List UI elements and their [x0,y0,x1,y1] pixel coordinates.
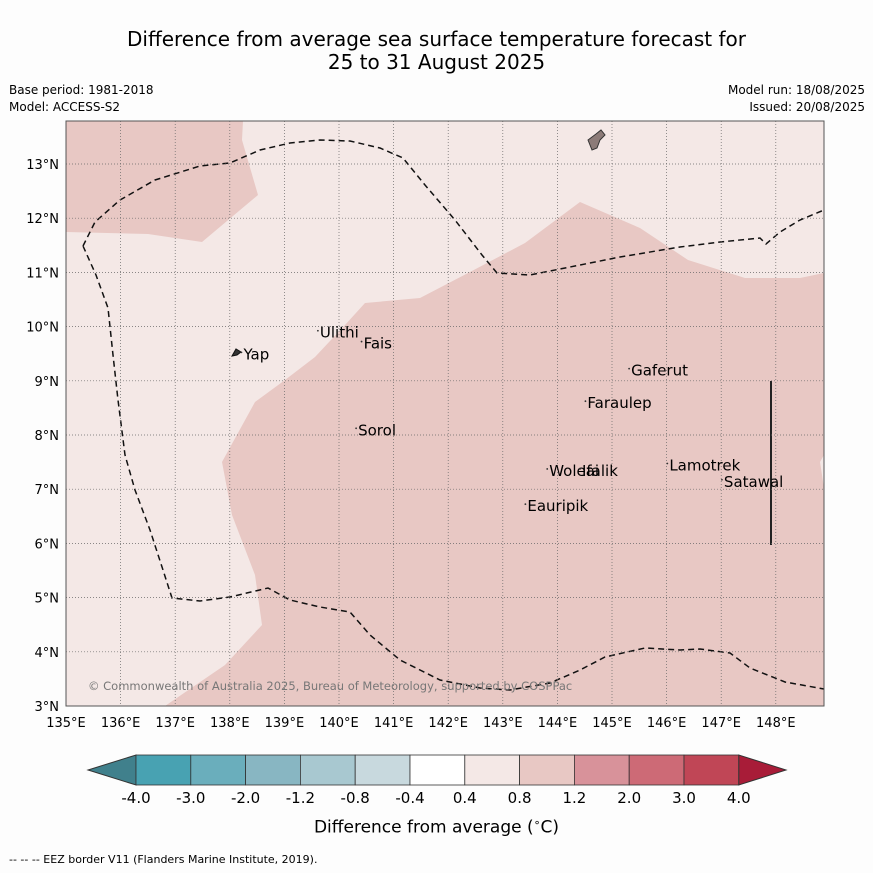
lon-tick-label: 136°E [101,716,141,731]
anomaly-region-main [165,202,824,706]
place-label: Eauripik [527,497,588,515]
lon-tick-label: 140°E [319,716,359,731]
colorbar-tick-label: -1.2 [286,789,315,807]
place-marker [721,478,723,481]
place-label: Woleai [549,462,599,480]
model-run: Model run: 18/08/2025 [727,83,865,97]
colorbar-label-text: Difference from average ( [313,817,534,838]
lon-tick-label: 139°E [265,716,305,731]
lon-tick-label: 147°E [701,716,741,731]
model-name: Model: ACCESS-S2 [9,100,121,114]
lat-tick-label: 3°N [35,700,60,715]
axis-ticks: 135°E 136°E 137°E 138°E 139°E 140°E 141°E 142°E… [26,158,795,731]
lat-tick-label: 4°N [35,646,60,661]
colorbar-tick-label: 1.2 [562,789,586,807]
lat-tick-label: 11°N [26,266,59,281]
place-labels: Yap Ulithi Fais Sorol Gaferut Faraulep WoleaiI… [240,324,783,515]
colorbar-segment [409,754,466,786]
lat-tick-label: 10°N [26,321,59,336]
lon-tick-label: 142°E [428,716,468,731]
place-marker [546,468,549,470]
lon-tick-label: 138°E [210,716,250,731]
colorbar-segment [519,754,575,786]
lat-tick-label: 6°N [35,537,60,552]
guam-island [587,129,606,151]
title-line-1: Difference from average sea surface temp… [126,27,746,51]
lon-tick-label: 143°E [483,716,523,731]
colorbar-segment [190,754,247,786]
place-label: Ifalik [582,462,618,480]
title-line-2: 25 to 31 August 2025 [327,50,546,74]
place-marker [628,367,631,370]
lat-tick-label: 13°N [26,158,59,173]
lat-tick-label: 7°N [35,483,60,498]
place-label: Ulithi [320,324,359,342]
colorbar-segment [464,754,520,786]
colorbar-tick-label: 0.4 [453,789,477,807]
lon-tick-label: 141°E [374,716,414,731]
lat-tick-label: 9°N [35,375,60,390]
colorbar: -4.0 -3.0 -2.0 -1.2 -0.8 -0.4 0.4 0.8 1.2 2.0 3.0 4… [86,754,788,807]
map-title: Difference from average sea surface temp… [0,28,873,74]
anomaly-region-upper-left [66,121,258,242]
map-frame [65,120,825,707]
colorbar-segment [628,754,685,786]
colorbar-unit: C) [540,817,560,838]
lon-tick-label: 148°E [756,716,796,731]
colorbar-tick-label: 0.8 [508,789,532,807]
colorbar-tick-label: -4.0 [121,789,150,807]
colorbar-segment [354,754,411,786]
place-label: Faraulep [587,394,651,412]
base-period: Base period: 1981-2018 [9,83,154,97]
place-label: Gaferut [631,362,688,380]
colorbar-tick-label: -2.0 [231,789,260,807]
colorbar-tick-label: -3.0 [176,789,205,807]
lon-tick-label: 137°E [155,716,195,731]
place-marker [355,427,358,430]
place-marker [240,351,243,354]
colorbar-segment [574,754,630,786]
place-marker [584,400,587,403]
colorbar-label: Difference from average (∘C) [313,816,560,838]
lon-tick-label: 145°E [592,716,632,731]
lon-tick-label: 135°E [46,716,86,731]
colorbar-extend-high [738,754,788,786]
meta-right: Model run: 18/08/2025 Issued: 20/08/2025 [728,82,865,116]
colorbar-segment [135,754,192,786]
issued-date: Issued: 20/08/2025 [749,100,865,114]
colorbar-extend-low [86,754,137,786]
copyright-notice: © Commonwealth of Australia 2025, Bureau… [88,679,572,693]
place-label: Sorol [358,421,396,439]
place-marker [579,468,581,470]
eez-footnote: -- -- -- EEZ border V11 (Flanders Marine… [9,853,318,866]
lat-tick-label: 8°N [35,429,60,444]
meta-left: Base period: 1981-2018 Model: ACCESS-S2 [9,82,154,116]
place-label: Yap [242,345,269,363]
lon-tick-label: 144°E [538,716,578,731]
colorbar-tick-label: -0.4 [395,789,424,807]
lon-tick-label: 146°E [647,716,687,731]
place-marker [316,329,319,332]
colorbar-tick-label: 2.0 [617,789,641,807]
colorbar-tick-label: 4.0 [727,789,751,807]
colorbar-tick-label: 3.0 [672,789,696,807]
lat-tick-label: 12°N [26,212,59,227]
colorbar-segment [683,754,740,786]
colorbar-tick-label: -0.8 [341,789,370,807]
eez-border [82,139,825,691]
place-marker [666,462,669,465]
colorbar-segment [299,754,356,786]
colorbar-segment [245,754,301,786]
place-label: Lamotrek [669,457,740,475]
place-label: Satawal [724,473,783,491]
place-label: Fais [364,335,393,353]
lat-tick-label: 5°N [35,592,60,607]
place-marker [360,340,363,343]
place-marker [524,503,527,506]
